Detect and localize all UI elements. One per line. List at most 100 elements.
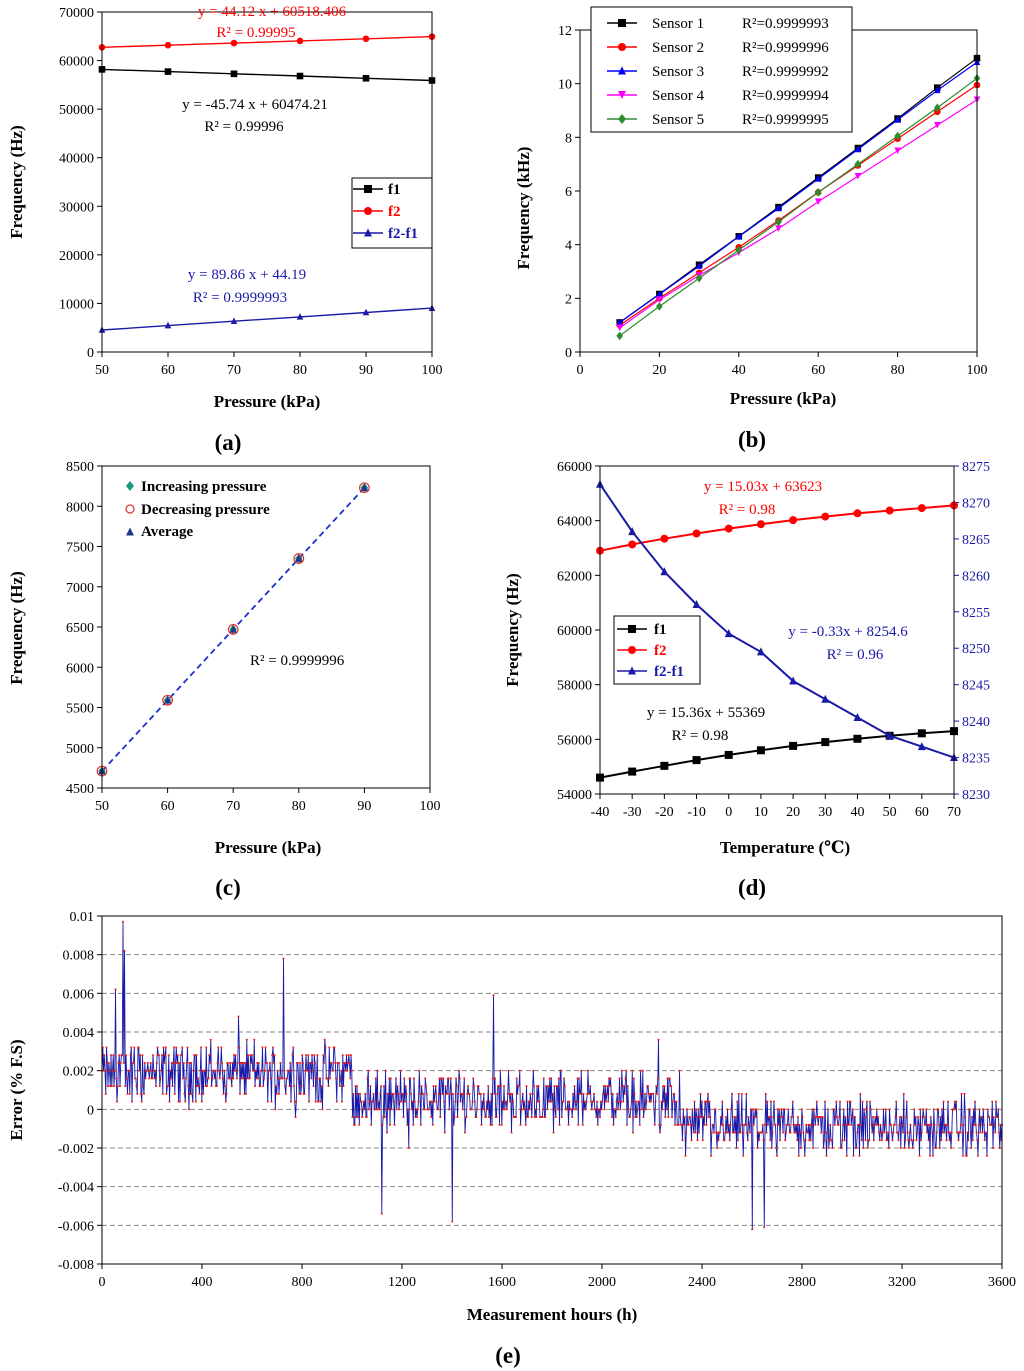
error-data-point: [148, 1077, 151, 1080]
y-tick-label: 64000: [557, 515, 592, 530]
panel-a-legend-diff: f2-f1: [388, 226, 418, 242]
error-data-point: [827, 1147, 830, 1149]
error-data-point: [365, 1116, 368, 1118]
panel-b-legend-s4-r2: R²=0.9999994: [742, 88, 829, 104]
y-tick-label: 56000: [557, 733, 592, 748]
error-data-point: [428, 1108, 430, 1111]
y2-tick-label: 8230: [962, 788, 990, 803]
error-data-point: [227, 1062, 229, 1064]
error-data-point: [896, 1131, 899, 1134]
error-data-point: [774, 1123, 777, 1126]
error-data-point: [971, 1116, 973, 1118]
y-tick-label: 4: [565, 239, 572, 254]
error-data-point: [142, 1085, 145, 1088]
error-data-point: [211, 1077, 214, 1080]
error-data-point: [221, 1062, 223, 1064]
error-data-point: [566, 1100, 569, 1103]
series-line-Sensor-4: [619, 99, 978, 329]
error-data-point: [709, 1116, 712, 1118]
x-tick-label: 30: [818, 805, 832, 820]
y-tick-label: -0.002: [58, 1142, 94, 1157]
panel-b-legend-s5-r2: R²=0.9999995: [742, 112, 829, 128]
error-data-point: [520, 1108, 523, 1111]
error-data-point: [694, 1131, 697, 1134]
panel-d-legend-f2: f2: [654, 643, 667, 659]
error-data-point: [462, 1092, 465, 1095]
error-data-point: [616, 1092, 619, 1095]
error-data-point: [595, 1116, 598, 1118]
error-data-point: [734, 1116, 737, 1118]
error-data-point: [558, 1123, 561, 1126]
error-data-point: [914, 1116, 917, 1118]
panel-b-legend-s3-r2: R²=0.9999992: [742, 64, 829, 80]
error-data-point: [986, 1154, 988, 1157]
data-point-f2-f1: [821, 694, 830, 703]
error-data-point: [926, 1131, 928, 1134]
error-data-point: [199, 1069, 202, 1072]
error-data-point: [245, 1038, 248, 1041]
error-data-point: [876, 1123, 879, 1126]
error-data-point: [437, 1092, 440, 1095]
error-data-point: [617, 1108, 619, 1111]
error-data-point: [402, 1116, 405, 1118]
data-point-f2: [756, 520, 765, 529]
error-data-point: [881, 1131, 884, 1134]
error-data-point: [895, 1100, 898, 1103]
error-data-point: [266, 1062, 268, 1064]
data-point-Sensor-5: [656, 302, 663, 311]
error-data-point: [721, 1100, 724, 1103]
error-data-point: [340, 1069, 343, 1072]
error-data-point: [220, 1046, 223, 1049]
error-data-point: [521, 1092, 524, 1095]
error-data-point: [170, 1077, 172, 1080]
error-data-point: [946, 1123, 949, 1126]
error-data-point: [379, 1092, 382, 1095]
error-data-point: [110, 1054, 112, 1057]
panel-d-legend-markers: [617, 625, 647, 675]
error-data-point: [480, 1123, 483, 1126]
panel-b-legend-s4: Sensor 4: [652, 88, 705, 104]
error-data-point: [785, 1131, 787, 1134]
error-data-point: [153, 1077, 156, 1080]
error-data-point: [167, 1054, 170, 1057]
error-data-point: [542, 1077, 545, 1080]
data-point-f2: [164, 41, 172, 49]
error-data-point: [516, 1092, 519, 1095]
error-data-point: [800, 1108, 803, 1111]
panel-d: -40 -30 -20 -10 0 10 20 30 40 50 60 70 54000 56000 580…: [503, 460, 990, 900]
error-data-point: [388, 1077, 391, 1080]
y2-tick-label: 8250: [962, 642, 990, 657]
series-line-f2-f1: [101, 307, 433, 331]
error-data-point: [310, 1077, 313, 1080]
error-data-point: [386, 1092, 389, 1095]
error-data-point: [122, 1062, 125, 1064]
error-data-point: [532, 1069, 535, 1072]
y-tick-label: 58000: [557, 679, 592, 694]
error-data-point: [233, 1069, 236, 1072]
data-point-Sensor-3: [854, 145, 862, 153]
error-data-point: [146, 1062, 149, 1064]
error-data-point: [931, 1131, 934, 1134]
error-data-point: [552, 1131, 555, 1134]
error-data-point: [185, 1062, 188, 1064]
data-point-Sensor-4: [934, 121, 941, 129]
error-data-point: [118, 1054, 121, 1057]
error-data-point: [612, 1123, 615, 1126]
data-point-f2-f1: [296, 313, 304, 320]
error-data-point: [549, 1100, 552, 1103]
data-point-f2-f1: [164, 321, 172, 329]
error-data-point: [746, 1131, 748, 1134]
error-data-point: [752, 1123, 755, 1126]
error-data-point: [149, 1062, 152, 1064]
data-point-Sensor-4: [814, 198, 822, 206]
error-data-point: [349, 1077, 352, 1080]
error-data-point: [137, 1046, 140, 1049]
panel-c-label: (c): [215, 875, 241, 900]
data-point-Sensor-3: [735, 232, 743, 240]
error-data-point: [717, 1139, 720, 1142]
error-data-point: [204, 1085, 207, 1088]
error-data-point: [878, 1131, 880, 1134]
x-tick-label: -40: [591, 805, 610, 820]
error-data-point: [710, 1131, 713, 1134]
error-data-point: [160, 1069, 163, 1072]
